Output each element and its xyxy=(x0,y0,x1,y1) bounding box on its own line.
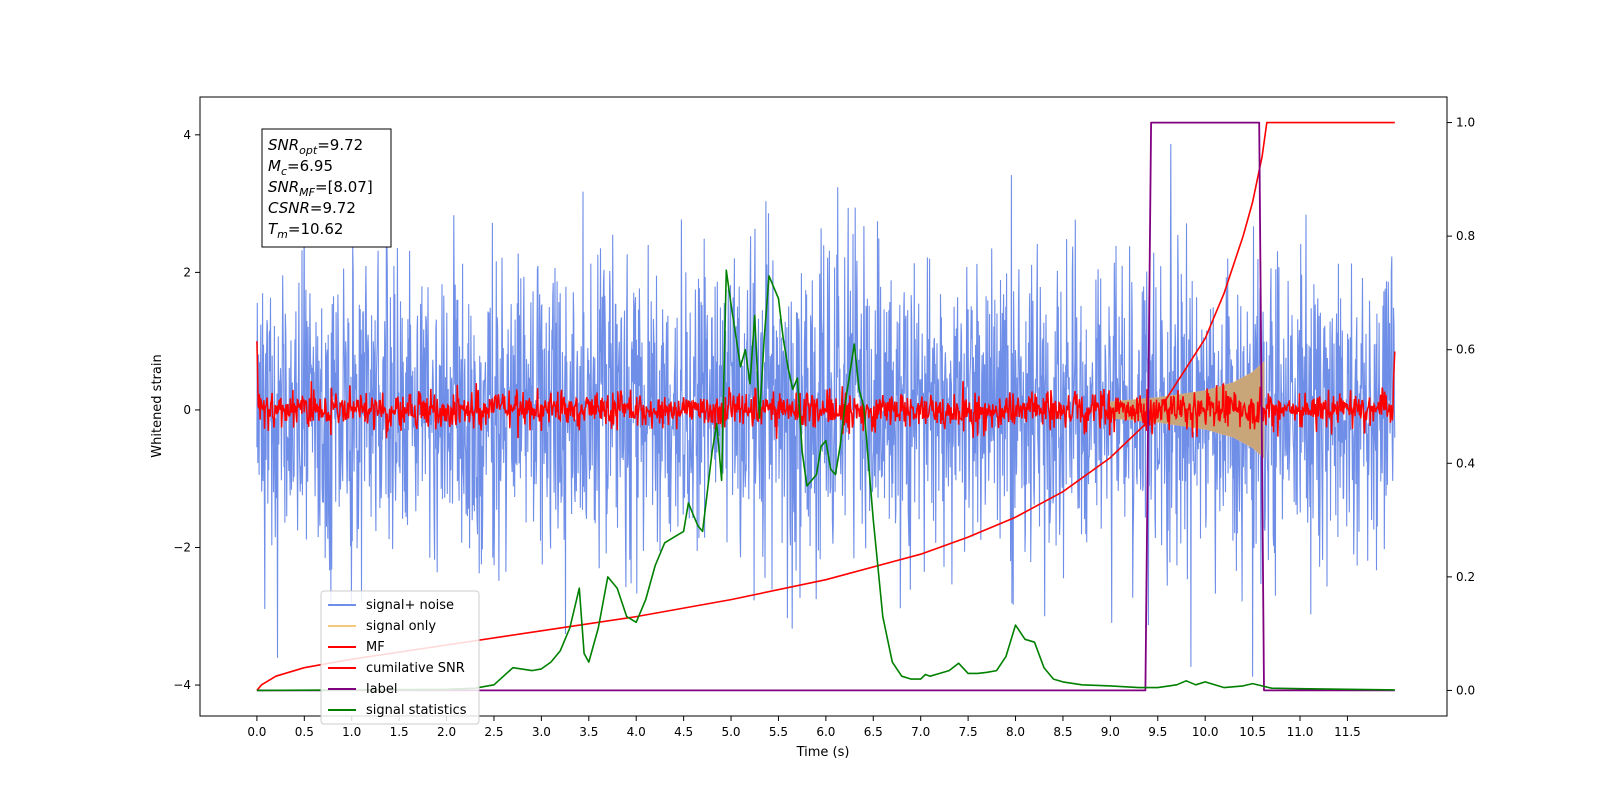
legend-entry: signal statistics xyxy=(366,703,467,718)
y2-axis-ticks: 0.0 0.2 0.4 0.6 0.8 1.0 xyxy=(1447,116,1475,697)
legend: signal+ noise signal only MF cumilative SNR… xyxy=(320,590,480,725)
y-tick-label: 2 xyxy=(183,265,191,279)
y2-tick-label: 0.8 xyxy=(1456,229,1475,243)
annotation-line: CSNR=9.72 xyxy=(268,199,356,217)
y-axis-label: Whitened strain xyxy=(150,354,165,457)
x-tick-label: 7.5 xyxy=(959,725,978,739)
x-tick-label: 4.0 xyxy=(627,725,646,739)
y2-tick-label: 0.6 xyxy=(1456,343,1475,357)
x-tick-label: 3.0 xyxy=(532,725,551,739)
x-axis-ticks: 0.0 0.5 1.0 1.5 2.0 2.5 3.0 3.5 4.0 4.5 5.0 5.5 6.0 6… xyxy=(247,716,1361,739)
x-tick-label: 7.0 xyxy=(911,725,930,739)
legend-entry: signal only xyxy=(366,619,436,634)
y-tick-label: −4 xyxy=(173,678,191,692)
x-tick-label: 3.5 xyxy=(579,725,598,739)
x-tick-label: 9.5 xyxy=(1148,725,1167,739)
x-tick-label: 8.5 xyxy=(1053,725,1072,739)
y2-tick-label: 0.0 xyxy=(1456,683,1475,697)
annotation-line: Tm=10.62 xyxy=(268,220,343,241)
x-tick-label: 2.5 xyxy=(484,725,503,739)
annotation-frame xyxy=(261,128,392,248)
x-tick-label: 6.0 xyxy=(816,725,835,739)
x-tick-label: 10.0 xyxy=(1192,725,1219,739)
x-tick-label: 5.5 xyxy=(769,725,788,739)
x-axis-label: Time (s) xyxy=(796,745,850,760)
plot-frame xyxy=(199,96,1448,717)
x-tick-label: 8.0 xyxy=(1006,725,1025,739)
x-tick-label: 11.5 xyxy=(1334,725,1361,739)
y2-tick-label: 0.4 xyxy=(1456,456,1475,470)
y-tick-label: −2 xyxy=(173,540,191,554)
y-tick-label: 0 xyxy=(183,403,191,417)
y2-tick-label: 0.2 xyxy=(1456,570,1475,584)
y2-tick-label: 1.0 xyxy=(1456,116,1475,130)
x-tick-label: 11.0 xyxy=(1287,725,1314,739)
x-tick-label: 1.5 xyxy=(390,725,409,739)
series-signal-only xyxy=(1110,361,1265,459)
legend-entry: cumilative SNR xyxy=(366,661,465,676)
x-tick-label: 0.5 xyxy=(295,725,314,739)
x-tick-label: 2.0 xyxy=(437,725,456,739)
x-tick-label: 5.0 xyxy=(721,725,740,739)
y-tick-label: 4 xyxy=(183,128,191,142)
x-tick-label: 1.0 xyxy=(342,725,361,739)
annotation-line: Mc=6.95 xyxy=(268,157,333,178)
x-tick-label: 6.5 xyxy=(864,725,883,739)
x-tick-label: 10.5 xyxy=(1239,725,1266,739)
x-tick-label: 4.5 xyxy=(674,725,693,739)
legend-entry: label xyxy=(366,682,397,697)
legend-entry: signal+ noise xyxy=(366,598,454,613)
annotation-line: SNRMF=[8.07] xyxy=(268,178,373,199)
x-tick-label: 9.0 xyxy=(1101,725,1120,739)
y-axis-ticks: 4 2 0 −2 −4 xyxy=(173,128,200,692)
annotation-line: SNRopt=9.72 xyxy=(268,136,363,157)
legend-entry: MF xyxy=(366,640,385,655)
x-tick-label: 0.0 xyxy=(247,725,266,739)
series-mf xyxy=(256,341,1396,439)
legend-frame xyxy=(320,590,480,725)
series-layer xyxy=(256,121,1396,692)
series-label xyxy=(256,121,1395,692)
series-signal-statistics xyxy=(256,269,1395,692)
